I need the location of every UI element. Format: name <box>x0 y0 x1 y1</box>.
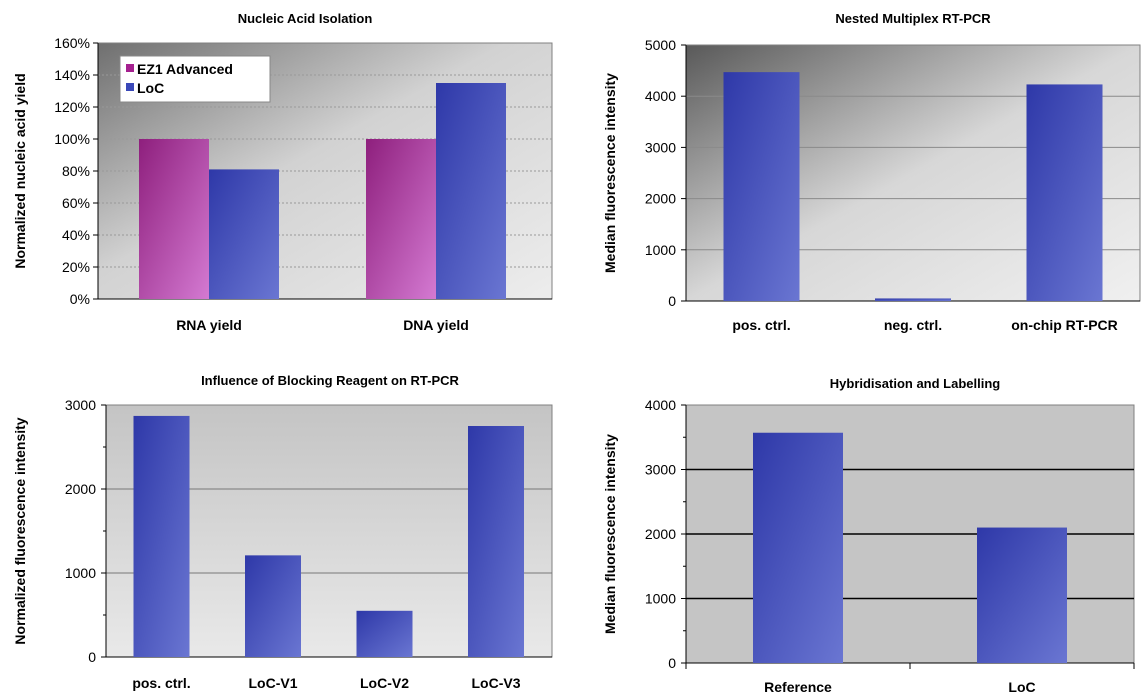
y-tick-label: 5000 <box>645 37 676 53</box>
bar-loc-v1 <box>245 555 301 657</box>
y-tick-label: 4000 <box>645 397 676 413</box>
bar-loc <box>977 527 1067 663</box>
chart-title: Influence of Blocking Reagent on RT-PCR <box>201 373 459 388</box>
legend-entry: LoC <box>137 80 164 96</box>
y-tick-label: 0 <box>88 649 96 665</box>
y-tick-label: 140% <box>54 67 90 83</box>
bar-pos-ctrl- <box>133 415 190 657</box>
bar-loc-v3 <box>468 426 524 657</box>
y-tick-label: 40% <box>62 227 90 243</box>
y-tick-label: 0 <box>668 293 676 309</box>
y-tick-label: 0% <box>70 291 90 307</box>
legend: EZ1 Advanced LoC <box>119 55 271 103</box>
chart-1: 0% 20% 40% 60% 80% 100% 120% 140% 160% RNA yield D… <box>12 11 553 333</box>
y-tick-label: 160% <box>54 35 90 51</box>
x-tick-label: LoC-V3 <box>472 675 521 691</box>
legend-swatch <box>126 64 134 72</box>
y-tick-label: 120% <box>54 99 90 115</box>
chart-title: Nested Multiplex RT-PCR <box>835 11 991 26</box>
legend-box <box>119 55 271 103</box>
y-tick-label: 2000 <box>645 526 676 542</box>
x-tick-label: DNA yield <box>403 317 469 333</box>
bar-ez1-advanced-rna-yield <box>139 139 209 299</box>
chart-3: 0 1000 2000 3000 pos. ctrl. LoC-V1 LoC-V2 LoC-V… <box>12 373 553 691</box>
bar-reference <box>753 432 843 663</box>
x-tick-label: pos. ctrl. <box>732 317 790 333</box>
y-tick-label: 2000 <box>65 481 96 497</box>
y-axis-label: Normalized nucleic acid yield <box>12 73 28 268</box>
y-axis-label: Normalized fluorescence intensity <box>12 417 28 644</box>
legend-swatch <box>126 83 134 91</box>
legend-entry: EZ1 Advanced <box>137 61 233 77</box>
x-tick-label: LoC-V2 <box>360 675 409 691</box>
y-tick-label: 1000 <box>65 565 96 581</box>
y-tick-label: 3000 <box>645 462 676 478</box>
bar-loc-rna-yield <box>209 169 279 299</box>
y-tick-label: 0 <box>668 655 676 671</box>
chart-4: 0 1000 2000 3000 4000 Reference LoC Hybridisati… <box>602 376 1135 695</box>
y-tick-label: 4000 <box>645 88 676 104</box>
y-tick-label: 20% <box>62 259 90 275</box>
bar-loc-v2 <box>356 610 413 657</box>
chart-title: Nucleic Acid Isolation <box>238 11 373 26</box>
bar-neg-ctrl- <box>875 298 951 301</box>
x-tick-label: RNA yield <box>176 317 242 333</box>
x-tick-label: pos. ctrl. <box>132 675 190 691</box>
y-tick-label: 1000 <box>645 591 676 607</box>
y-tick-label: 3000 <box>645 139 676 155</box>
bar-pos-ctrl- <box>723 72 800 301</box>
bar-loc-dna-yield <box>436 83 506 299</box>
y-tick-label: 1000 <box>645 242 676 258</box>
y-tick-label: 80% <box>62 163 90 179</box>
y-tick-label: 100% <box>54 131 90 147</box>
chart-title: Hybridisation and Labelling <box>830 376 1001 391</box>
x-tick-label: on-chip RT-PCR <box>1011 317 1118 333</box>
x-tick-label: LoC <box>1008 679 1035 695</box>
y-tick-label: 60% <box>62 195 90 211</box>
bar-on-chip-rt-pcr <box>1026 84 1103 301</box>
y-axis-label: Median fluorescence intensity <box>602 434 618 634</box>
chart-2: 0 1000 2000 3000 4000 5000 pos. ctrl. neg. ctrl… <box>602 11 1141 333</box>
x-tick-label: neg. ctrl. <box>884 317 942 333</box>
x-tick-label: Reference <box>764 679 832 695</box>
y-tick-label: 3000 <box>65 397 96 413</box>
y-tick-label: 2000 <box>645 191 676 207</box>
x-tick-label: LoC-V1 <box>249 675 298 691</box>
bar-ez1-advanced-dna-yield <box>366 139 436 299</box>
y-axis-label: Median fluorescence intensity <box>602 73 618 273</box>
